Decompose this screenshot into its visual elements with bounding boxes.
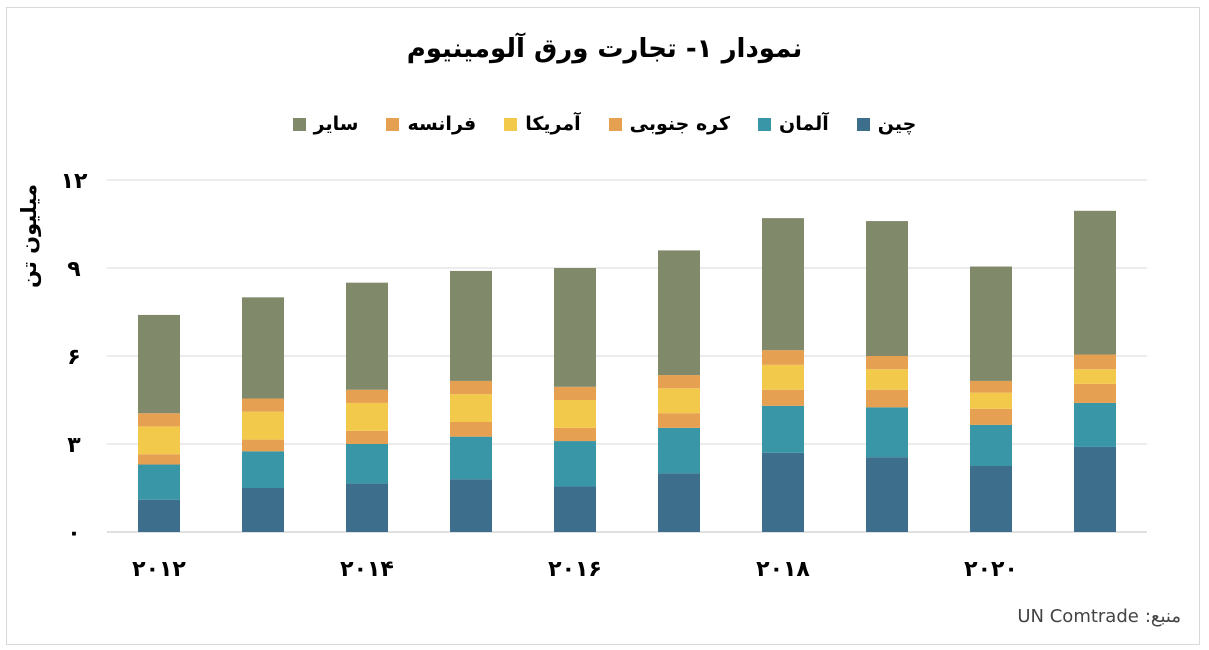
legend-label: فرانسه [407, 113, 477, 135]
legend-label: چین [877, 113, 917, 135]
bar-segment [450, 436, 492, 480]
x-tick-label: ۲۰۱۲ [132, 557, 186, 582]
bar-segment [346, 389, 388, 403]
bar-segment [346, 282, 388, 390]
legend-swatch [608, 117, 622, 131]
legend-swatch [758, 117, 772, 131]
y-tick-label: ۶ [67, 345, 80, 370]
bar-segment [762, 364, 804, 390]
bar-segment [866, 407, 908, 458]
source-value: UN Comtrade [1017, 606, 1139, 627]
x-tick-label: ۲۰۲۰ [964, 557, 1018, 582]
bar-segment [138, 426, 180, 455]
source-note: منبع:UN Comtrade [1017, 606, 1181, 627]
bar-segment [658, 388, 700, 414]
bar-segment [554, 268, 596, 387]
bar-segment [554, 486, 596, 532]
bar-segment [554, 386, 596, 400]
bar-segment [1074, 402, 1116, 447]
chart-title: نمودار ۱- تجارت ورق آلومینیوم [406, 34, 803, 64]
bar-segment [242, 451, 284, 488]
legend-item: سایر [292, 113, 359, 135]
y-axis-label: میلیون تن [17, 184, 41, 288]
bar-segment [866, 457, 908, 532]
bar-segment [346, 402, 388, 431]
bar-segment [138, 499, 180, 532]
chart-frame [6, 7, 1200, 645]
y-tick-label: ۰ [67, 521, 80, 546]
legend-swatch [292, 117, 306, 131]
bar-segment [242, 488, 284, 532]
bar-segment [242, 439, 284, 452]
bar-segment [970, 266, 1012, 381]
bar-segment [866, 221, 908, 356]
bar-segment [866, 356, 908, 370]
bar-segment [554, 400, 596, 428]
bar-segment [970, 380, 1012, 393]
bar-segment [346, 430, 388, 444]
bar-segment [1074, 354, 1116, 370]
x-tick-label: ۲۰۱۶ [548, 557, 602, 582]
source-label: منبع: [1144, 606, 1181, 627]
legend-swatch [504, 117, 518, 131]
bar-segment [242, 297, 284, 399]
bar-segment [346, 444, 388, 484]
bar-segment [450, 479, 492, 532]
legend-item: کره جنوبی [608, 113, 731, 135]
bar-segment [450, 422, 492, 437]
bar-segment [450, 394, 492, 422]
bar-segment [346, 483, 388, 532]
bar-segment [138, 454, 180, 465]
legend-swatch [386, 117, 400, 131]
bar-segment [762, 452, 804, 532]
bar-segment [450, 380, 492, 395]
bar-segment [450, 270, 492, 381]
bar-segment [138, 314, 180, 414]
legend-item: آلمان [758, 113, 829, 135]
bar-segment [866, 369, 908, 390]
bar-segment [658, 427, 700, 474]
y-tick-label: ۹ [67, 257, 80, 282]
x-tick-label: ۲۰۱۸ [756, 557, 810, 582]
bar-segment [1074, 383, 1116, 403]
legend-label: آمریکا [525, 113, 581, 135]
bar-segment [866, 389, 908, 408]
bar-segment [1074, 369, 1116, 384]
bar-segment [554, 441, 596, 487]
bar-segment [762, 405, 804, 453]
bar-segment [658, 413, 700, 428]
y-tick-label: ۱۲ [61, 169, 88, 194]
x-tick-label: ۲۰۱۴ [340, 557, 394, 582]
legend-label: کره جنوبی [629, 113, 731, 135]
bar-segment [970, 424, 1012, 466]
legend-item: چین [856, 113, 917, 135]
bar-segment [658, 375, 700, 389]
bar-segment [658, 250, 700, 376]
bar-segment [762, 350, 804, 365]
bar-segment [762, 218, 804, 351]
legend-label: آلمان [779, 113, 829, 135]
bar-segment [970, 408, 1012, 425]
bar-segment [970, 466, 1012, 532]
bar-segment [242, 398, 284, 412]
bar-segment [138, 413, 180, 427]
bar-segment [1074, 446, 1116, 532]
bar-segment [658, 473, 700, 532]
legend-item: فرانسه [386, 113, 476, 135]
legend-item: آمریکا [504, 113, 581, 135]
chart-legend: چین آلمان کره جنوبی آمریکا فرانسه سایر [0, 113, 1209, 135]
bar-segment [554, 427, 596, 442]
bar-segment [138, 464, 180, 500]
legend-swatch [856, 117, 870, 131]
bar-segment [1074, 210, 1116, 355]
y-tick-label: ۳ [67, 433, 81, 458]
bar-segment [242, 411, 284, 440]
bar-segment [762, 389, 804, 406]
legend-label: سایر [313, 113, 359, 135]
bar-segment [970, 392, 1012, 409]
